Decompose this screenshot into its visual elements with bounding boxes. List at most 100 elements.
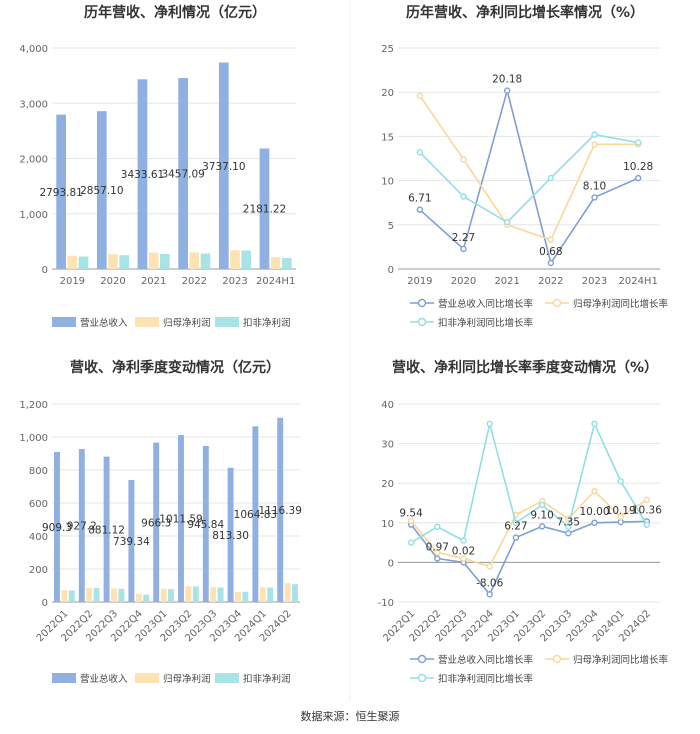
data-label: 7.35 <box>557 516 580 528</box>
bar-revenue <box>252 426 259 602</box>
bar-deducted <box>267 587 274 602</box>
legend-swatch-netprofit <box>135 317 159 327</box>
bar-netprofit <box>148 252 159 269</box>
legend-label: 营业总收入同比增长率 <box>438 654 534 666</box>
x-tick-label: 2022 <box>538 276 563 287</box>
data-label: 0.68 <box>539 246 562 258</box>
data-label: 10.19 <box>606 505 636 517</box>
data-label: 3457.09 <box>161 168 204 180</box>
series-line-revenue <box>410 520 647 596</box>
data-label: 2857.10 <box>80 185 123 197</box>
y-tick-label: 20 <box>381 479 394 490</box>
series-line-netprofit <box>410 489 648 568</box>
point-revenue <box>416 206 424 213</box>
point-netprofit <box>547 236 555 244</box>
y-tick-label: 10 <box>381 519 394 530</box>
legend-marker-revenue <box>417 654 427 664</box>
point-netprofit <box>460 555 467 562</box>
chart-title: 营收、净利季度变动情况（亿元） <box>70 359 280 376</box>
bar-deducted <box>241 250 252 269</box>
data-label: 909.3 <box>42 522 72 534</box>
bar-deducted <box>118 588 125 602</box>
point-netprofit <box>591 141 598 148</box>
bar-netprofit <box>230 250 240 269</box>
point-revenue <box>617 518 624 526</box>
point-deducted <box>503 218 511 226</box>
y-tick-label: 10 <box>381 177 394 188</box>
y-tick-label: 1,000 <box>19 433 48 444</box>
x-tick-label: 2023 <box>582 276 607 287</box>
y-tick-label: 1,000 <box>19 210 48 221</box>
legend-label: 营业总收入 <box>80 317 128 329</box>
y-tick-label: 200 <box>29 565 48 576</box>
point-deducted <box>460 537 467 544</box>
bar-revenue <box>56 114 66 269</box>
bar-revenue <box>218 62 229 270</box>
data-label: 6.27 <box>504 521 527 533</box>
point-deducted <box>591 131 598 138</box>
bar-deducted <box>160 253 170 269</box>
data-label: 10.28 <box>623 161 653 173</box>
legend-swatch-deducted <box>215 317 239 327</box>
bar-netprofit <box>185 586 192 602</box>
point-revenue <box>547 259 555 267</box>
bar-deducted <box>200 253 211 269</box>
data-label: 10.36 <box>632 504 662 516</box>
y-tick-label: -10 <box>378 598 394 609</box>
point-deducted <box>486 420 493 427</box>
point-revenue <box>486 591 493 598</box>
bar-deducted <box>217 587 224 602</box>
x-tick-label: 2019 <box>60 276 85 287</box>
bar-deducted <box>78 256 89 269</box>
data-label: 966.3 <box>141 517 171 529</box>
y-tick-label: 0 <box>42 265 48 276</box>
bar-deducted <box>143 594 150 602</box>
point-revenue <box>565 530 572 537</box>
legend-marker-revenue <box>417 298 427 308</box>
legend-swatch-netprofit <box>135 673 159 683</box>
bar-netprofit <box>108 254 118 269</box>
bar-netprofit <box>189 252 200 269</box>
data-label: 6.71 <box>408 193 431 205</box>
legend-swatch-revenue <box>52 317 76 327</box>
bar-revenue <box>259 148 270 269</box>
bar-revenue <box>78 449 85 602</box>
point-deducted <box>416 149 424 156</box>
bar-revenue <box>103 456 110 602</box>
legend-marker-deducted <box>417 673 427 683</box>
bar-revenue <box>54 451 60 602</box>
point-revenue <box>503 87 511 94</box>
series-line-deducted <box>419 133 639 224</box>
legend-label: 营业总收入同比增长率 <box>438 298 534 310</box>
data-label: 1116.39 <box>258 505 301 517</box>
y-tick-label: 800 <box>29 466 48 477</box>
bar-netprofit <box>160 588 167 602</box>
bar-deducted <box>282 257 292 269</box>
data-label: 3737.10 <box>202 161 245 173</box>
x-tick-label: 2022 <box>182 276 207 287</box>
data-label: 1064.83 <box>234 509 277 521</box>
bar-deducted <box>168 589 174 602</box>
y-tick-label: 0 <box>42 598 48 609</box>
bar-revenue <box>202 445 209 602</box>
bar-revenue <box>137 79 148 269</box>
data-label: 881.12 <box>88 524 125 536</box>
point-netprofit <box>591 487 598 495</box>
y-tick-label: 3,000 <box>19 99 48 110</box>
x-tick-label: 2020 <box>100 276 125 287</box>
bar-deducted <box>242 591 249 602</box>
data-label: 813.30 <box>212 530 249 542</box>
bar-netprofit <box>284 583 291 602</box>
point-netprofit <box>407 517 415 525</box>
legend-label: 归母净利润同比增长率 <box>573 298 669 310</box>
legend-label: 归母净利润同比增长率 <box>573 654 669 666</box>
legend-label: 扣非净利润 <box>243 317 291 329</box>
point-deducted <box>407 539 415 546</box>
bar-deducted <box>292 584 298 602</box>
bar-netprofit <box>135 593 142 602</box>
y-tick-label: 600 <box>29 499 48 510</box>
legend-label: 扣非净利润 <box>243 673 291 685</box>
point-revenue <box>634 174 642 182</box>
point-revenue <box>434 555 441 562</box>
x-tick-label: 2020 <box>451 276 476 287</box>
